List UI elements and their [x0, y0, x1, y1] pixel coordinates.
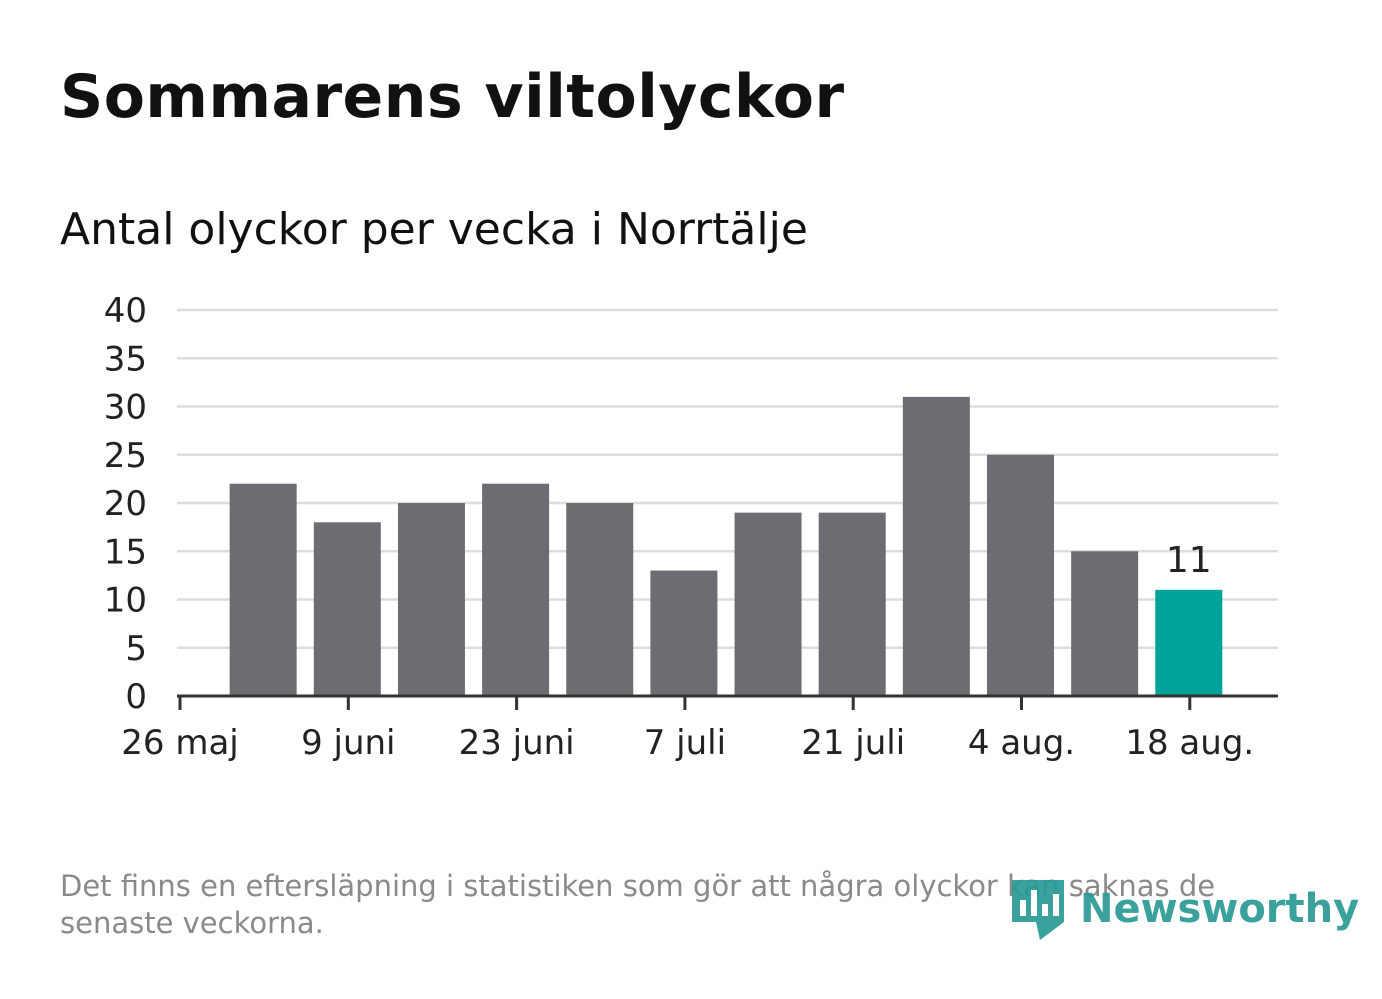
bar [987, 454, 1054, 696]
y-axis-labels: 0 5 10 15 20 25 30 35 40 [104, 291, 147, 717]
newsworthy-logo: Newsworthy [1010, 876, 1359, 942]
logo-text: Newsworthy [1080, 886, 1360, 932]
data-label: 11 [1166, 540, 1212, 581]
y-tick-label: 25 [104, 436, 147, 476]
bar-chart: 0 5 10 15 20 25 30 35 40 26 maj 9 juni 23 juni 7 ju… [104, 291, 1278, 763]
x-tick-label: 26 maj [121, 723, 238, 763]
x-tick-label: 7 juli [644, 723, 726, 763]
x-tick-label: 21 juli [801, 723, 905, 763]
newsworthy-bar-chart-icon [1012, 880, 1064, 940]
bar [482, 483, 550, 696]
y-tick-label: 20 [104, 484, 147, 524]
x-tick-label: 4 aug. [968, 723, 1075, 763]
chart-subtitle: Antal olyckor per vecka i Norrtälje [60, 204, 808, 255]
x-tick-label: 9 juni [301, 723, 395, 763]
y-tick-label: 5 [125, 629, 147, 669]
bar [397, 503, 465, 696]
y-tick-label: 15 [104, 532, 147, 572]
y-tick-label: 30 [104, 388, 147, 428]
bar [566, 503, 634, 696]
bar [313, 522, 381, 696]
bar [650, 570, 718, 696]
data-labels: 11 [1166, 540, 1212, 581]
x-tick-label: 23 juni [459, 723, 575, 763]
x-axis-labels: 26 maj 9 juni 23 juni 7 juli 21 juli 4 aug. 18… [121, 723, 1254, 763]
y-tick-label: 0 [125, 677, 147, 717]
grid-lines [177, 308, 1278, 649]
bar [229, 483, 297, 696]
bar [1071, 551, 1139, 696]
bar [902, 396, 970, 696]
bar [818, 512, 886, 696]
chart-title: Sommarens viltolyckor [60, 62, 845, 132]
y-tick-label: 35 [104, 339, 147, 379]
bar [1155, 589, 1223, 696]
bar [734, 512, 802, 696]
bars [229, 396, 1223, 696]
y-tick-label: 40 [104, 291, 147, 331]
y-tick-label: 10 [104, 581, 147, 621]
x-axis [177, 694, 1278, 710]
x-tick-label: 18 aug. [1125, 723, 1254, 763]
